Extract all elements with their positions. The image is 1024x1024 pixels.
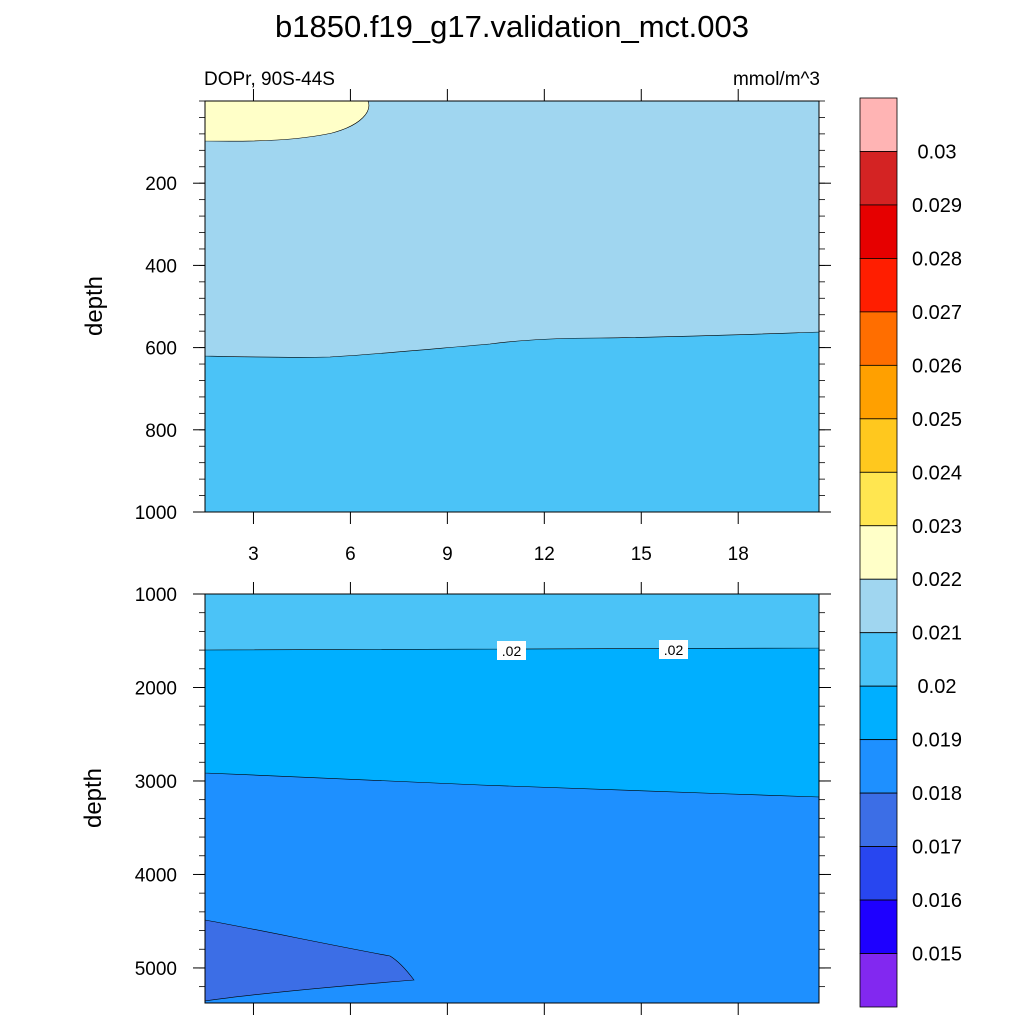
colorbar-box — [859, 204, 898, 259]
colorbar-box — [859, 578, 898, 634]
top-panel-fill-0.022 — [204, 100, 820, 358]
xtick-label: 6 — [345, 544, 356, 565]
colorbar-label: 0.018 — [912, 783, 962, 805]
colorbar-box — [859, 792, 898, 847]
colorbar-label: 0.03 — [918, 141, 957, 163]
panel1-ytick-label: 200 — [145, 174, 177, 195]
colorbar-box — [859, 685, 898, 741]
colorbar-box — [859, 525, 898, 580]
panel2-ytick-label: 3000 — [135, 772, 177, 793]
colorbar-label: 0.028 — [912, 248, 962, 270]
bottom-panel: .02 .02 depth — [80, 593, 820, 1004]
colorbar-box — [859, 151, 898, 206]
colorbar-box — [859, 953, 898, 1008]
colorbar-box — [859, 418, 898, 473]
colorbar-box — [859, 471, 898, 527]
colorbar-box — [859, 846, 898, 901]
panel2-ytick-label: 5000 — [135, 959, 177, 980]
colorbar-label: 0.021 — [912, 623, 962, 645]
colorbar-label: 0.015 — [912, 944, 962, 966]
colorbar-box — [859, 97, 898, 152]
colorbar-box — [859, 311, 898, 366]
units-subtitle: mmol/m^3 — [733, 69, 820, 90]
panel1-ytick-label: 400 — [145, 256, 177, 277]
xtick-label: 12 — [534, 544, 555, 565]
chart-title: b1850.f19_g17.validation_mct.003 — [275, 9, 749, 44]
bottom-panel-fill-0.018 — [204, 919, 415, 1002]
colorbar-label: 0.019 — [912, 730, 962, 752]
colorbar: 0.03 0.029 0.028 0.027 0.026 0.025 0.024 0.023 0… — [859, 97, 962, 1008]
contour-label-1: .02 — [497, 641, 526, 660]
xtick-label: 15 — [631, 544, 652, 565]
colorbar-label: 0.026 — [912, 355, 962, 377]
colorbar-label: 0.029 — [912, 195, 962, 217]
svg-text:.02: .02 — [664, 642, 684, 658]
colorbar-label: 0.016 — [912, 890, 962, 912]
colorbar-label: 0.023 — [912, 516, 962, 538]
panel2-ytick-label: 2000 — [135, 678, 177, 699]
colorbar-label: 0.017 — [912, 837, 962, 859]
colorbar-box — [859, 258, 898, 313]
colorbar-box — [859, 364, 898, 420]
top-panel: depth — [81, 100, 820, 513]
colorbar-label: 0.02 — [918, 676, 957, 698]
top-panel-fill-0.023 — [204, 100, 370, 142]
contour-label-2: .02 — [659, 640, 688, 659]
colorbar-box — [859, 632, 898, 687]
xtick-label: 18 — [728, 544, 749, 565]
top-panel-frame — [204, 100, 820, 513]
top-depth-axis-label: depth — [81, 276, 108, 336]
panel2-ytick-label: 4000 — [135, 865, 177, 886]
svg-text:.02: .02 — [502, 643, 522, 659]
colorbar-label: 0.027 — [912, 302, 962, 324]
variable-subtitle: DOPr, 90S-44S — [204, 69, 335, 90]
bottom-panel-frame — [204, 593, 820, 1004]
colorbar-label: 0.024 — [912, 462, 962, 484]
panel1-ytick-label: 800 — [145, 421, 177, 442]
panel1-ytick-label: 1000 — [135, 503, 177, 524]
axes: 200 400 600 800 1000 1000 2000 3000 4000 5000 3 6 9 1… — [135, 89, 831, 1015]
xtick-label: 9 — [442, 544, 453, 565]
colorbar-label: 0.025 — [912, 409, 962, 431]
colorbar-box — [859, 899, 898, 954]
bottom-depth-axis-label: depth — [80, 768, 107, 828]
colorbar-label: 0.022 — [912, 569, 962, 591]
xtick-label: 3 — [248, 544, 259, 565]
panel2-ytick-label: 1000 — [135, 585, 177, 606]
panel1-ytick-label: 600 — [145, 339, 177, 360]
colorbar-box — [859, 739, 898, 794]
